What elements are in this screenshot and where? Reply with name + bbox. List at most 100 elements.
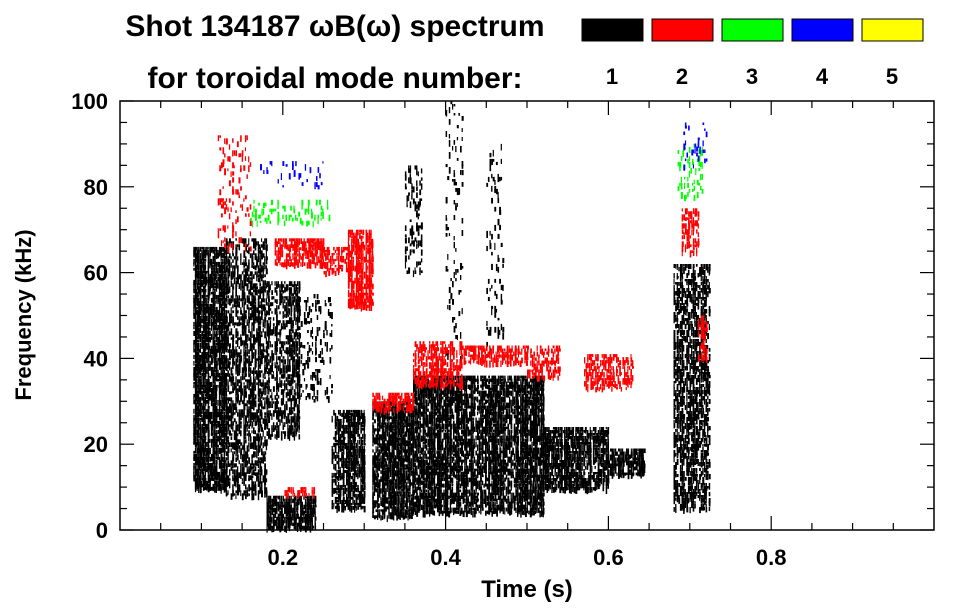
spectrum-cell <box>316 300 319 305</box>
spectrum-cell <box>218 411 221 419</box>
spectrum-cell <box>210 486 213 491</box>
spectrum-cell <box>194 258 197 263</box>
spectrum-cell <box>209 354 211 358</box>
spectrum-cell <box>324 342 326 347</box>
spectrum-cell <box>254 484 257 490</box>
spectrum-cell <box>262 280 265 286</box>
spectrum-cell <box>338 484 340 489</box>
spectrum-cell <box>215 354 218 358</box>
spectrum-cell <box>385 506 387 512</box>
spectrum-cell <box>358 412 361 416</box>
spectrum-cell <box>194 324 197 330</box>
spectrum-cell <box>248 493 250 497</box>
spectrum-cell <box>391 410 393 414</box>
spectrum-cell <box>238 352 241 358</box>
spectrum-cell <box>296 287 299 290</box>
spectrum-cell <box>194 357 197 362</box>
spectrum-cell <box>259 436 261 440</box>
spectrum-cell <box>198 432 200 437</box>
spectrum-cell <box>196 456 199 463</box>
spectrum-cell <box>225 325 228 332</box>
spectrum-cell <box>299 387 301 390</box>
spectrum-cell <box>354 442 356 447</box>
spectrum-cell <box>220 441 222 445</box>
spectrum-cell <box>210 345 213 351</box>
spectrum-cell <box>237 295 239 300</box>
spectrum-cell <box>232 424 234 429</box>
spectrum-cell <box>350 466 353 472</box>
spectrum-cell <box>333 412 335 416</box>
spectrum-cell <box>214 372 216 379</box>
spectrum-cell <box>245 283 247 287</box>
spectrum-cell <box>199 441 201 446</box>
spectrum-cell <box>248 280 251 284</box>
spectrum-cell <box>285 314 288 318</box>
spectrum-cell <box>407 413 409 420</box>
spectrum-cell <box>271 311 273 314</box>
spectrum-cell <box>292 329 294 334</box>
spectrum-cell <box>253 412 255 420</box>
spectrum-cell <box>256 307 259 313</box>
spectrum-cell <box>227 331 229 338</box>
spectrum-cell <box>241 478 243 481</box>
spectrum-cell <box>262 286 265 292</box>
spectrum-cell <box>243 283 245 290</box>
spectrum-cell <box>201 396 203 400</box>
spectrum-cell <box>229 352 231 357</box>
spectrum-cell <box>229 265 231 272</box>
spectrum-cell <box>261 253 263 260</box>
spectrum-cell <box>235 406 238 411</box>
spectrum-cell <box>230 382 232 387</box>
spectrum-cell <box>393 425 395 428</box>
spectrum-cell <box>324 300 326 303</box>
spectrum-cell <box>233 478 236 482</box>
spectrum-cell <box>212 330 214 335</box>
spectrum-cell <box>218 297 221 302</box>
spectrum-cell <box>262 292 265 297</box>
spectrum-cell <box>204 342 207 347</box>
spectrum-cell <box>193 288 195 294</box>
spectrum-cell <box>243 304 245 310</box>
spectrum-cell <box>284 404 286 411</box>
spectrum-cell <box>207 480 209 484</box>
spectrum-cell <box>218 390 220 399</box>
spectrum-cell <box>218 447 221 452</box>
spectrum-cell <box>206 381 209 388</box>
spectrum-cell <box>233 325 235 328</box>
spectrum-cell <box>214 264 216 271</box>
spectrum-cell <box>251 421 254 427</box>
spectrum-cell <box>210 276 213 281</box>
spectrum-cell <box>233 493 235 496</box>
spectrum-cell <box>257 337 260 342</box>
spectrum-cell <box>253 325 255 332</box>
spectrum-cell <box>256 436 258 442</box>
spectrum-cell <box>209 345 211 352</box>
spectrum-cell <box>204 336 207 343</box>
spectrum-cell <box>223 270 226 274</box>
spectrum-cell <box>264 310 266 314</box>
spectrum-cell <box>279 513 281 517</box>
spectrum-cell <box>227 271 229 277</box>
spectrum-cell <box>207 255 209 260</box>
spectrum-cell <box>253 346 255 350</box>
spectrum-cell <box>198 411 200 417</box>
spectrum-cell <box>259 358 262 363</box>
spectrum-cell <box>193 360 195 366</box>
spectrum-cell <box>313 399 316 403</box>
spectrum-cell <box>193 300 195 308</box>
spectrum-cell <box>215 360 218 365</box>
spectrum-cell <box>202 324 205 330</box>
spectrum-cell <box>199 426 202 431</box>
spectrum-cell <box>209 381 212 388</box>
spectrum-cell <box>220 393 222 400</box>
spectrum-cell <box>271 507 274 511</box>
spectrum-cell <box>193 297 195 304</box>
spectrum-cell <box>257 319 260 324</box>
spectrum-cell <box>277 365 280 372</box>
spectrum-cell <box>262 352 265 358</box>
spectrum-cell <box>227 364 230 368</box>
spectrum-cell <box>223 273 226 279</box>
spectrum-cell <box>257 430 260 433</box>
spectrum-cell <box>274 501 277 507</box>
spectrum-cell <box>350 409 353 413</box>
